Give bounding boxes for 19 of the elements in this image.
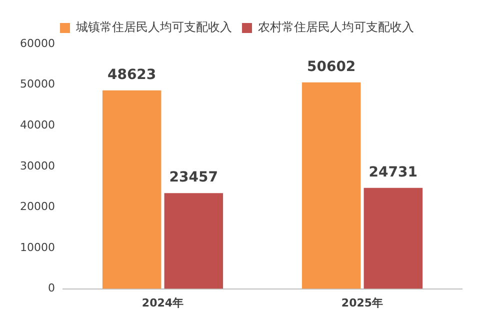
x-tick-label: 2025年 bbox=[341, 296, 384, 310]
bar bbox=[164, 193, 224, 289]
legend-label: 农村常住居民人均可支配收入 bbox=[258, 20, 414, 34]
bar bbox=[302, 82, 361, 289]
y-tick-label: 50000 bbox=[20, 78, 55, 91]
y-tick-label: 60000 bbox=[20, 36, 55, 50]
data-label: 48623 bbox=[107, 67, 156, 84]
x-tick-label: 2024年 bbox=[142, 296, 184, 310]
bar bbox=[102, 90, 162, 289]
data-label: 24731 bbox=[368, 164, 418, 181]
bar bbox=[364, 188, 423, 289]
y-tick-label: 0 bbox=[48, 282, 55, 295]
data-label: 23457 bbox=[169, 170, 218, 186]
data-label: 50602 bbox=[306, 58, 356, 75]
y-tick-label: 40000 bbox=[20, 118, 55, 132]
legend-label: 城镇常住居民人均可支配收入 bbox=[75, 20, 232, 34]
y-tick-label: 30000 bbox=[20, 159, 55, 172]
y-tick-label: 20000 bbox=[20, 200, 55, 214]
y-tick-label: 10000 bbox=[20, 240, 55, 254]
